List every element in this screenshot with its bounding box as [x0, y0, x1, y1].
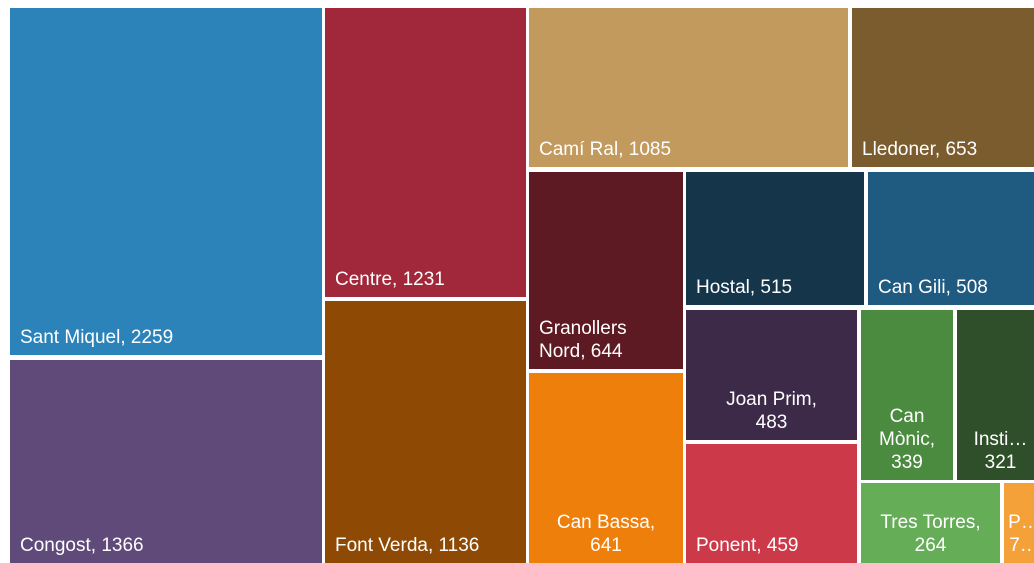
tile: Can Mònic 339 — [861, 310, 953, 480]
tile-label: Tres Torres 264 — [865, 511, 996, 557]
tile-value: 264 — [914, 535, 947, 556]
tile-label: Can Mònic 339 — [865, 405, 949, 474]
tile-name: Sant Miquel — [20, 327, 126, 348]
tile-value: 515 — [760, 277, 793, 298]
tile-label: Centre 1231 — [335, 268, 516, 291]
tile-name: Camí Ral — [539, 139, 623, 160]
tile: Tres Torres 264 — [861, 483, 1000, 563]
tile-label: Can Bassa 641 — [533, 511, 679, 557]
tile: Can Gili 508 — [868, 172, 1034, 305]
tile: Lledoner 653 — [852, 8, 1034, 167]
tile-label: Joan Prim 483 — [690, 388, 853, 434]
tile: Insti… 321 — [957, 310, 1034, 480]
tile-value: 459 — [766, 535, 799, 556]
tile-label: Camí Ral 1085 — [539, 138, 838, 161]
tile-name: Font Verda — [335, 535, 433, 556]
tile-name: Centre — [335, 269, 397, 290]
tile-value: 1366 — [101, 535, 144, 556]
tile-label: P… 7… — [1008, 511, 1034, 557]
tile-value: 1136 — [438, 535, 480, 556]
tile-label: Congost 1366 — [20, 534, 312, 557]
tile: Camí Ral 1085 — [529, 8, 848, 167]
tile: Font Verda 1136 — [325, 301, 526, 563]
tile-label: Can Gili 508 — [878, 276, 1024, 299]
tile-label: Granollers Nord 644 — [539, 317, 673, 363]
tile-value: 321 — [984, 452, 1017, 473]
tile-label: Sant Miquel 2259 — [20, 326, 312, 349]
tile-value: 1085 — [628, 139, 672, 160]
tile: Congost 1366 — [10, 360, 322, 563]
tile-label: Lledoner 653 — [862, 138, 1024, 161]
tile-value: 653 — [945, 139, 978, 160]
tile-name: Joan Prim — [726, 389, 817, 410]
tile-value: 2259 — [130, 327, 174, 348]
tile-value: 1231 — [402, 269, 445, 290]
tile: P… 7… — [1004, 483, 1034, 563]
tile-name: Can Gili — [878, 277, 951, 298]
tile-value: 339 — [891, 452, 923, 473]
tile-name: Ponent — [696, 535, 762, 556]
tile-name: Tres Torres — [880, 512, 980, 533]
tile-name: Can Bassa — [557, 512, 655, 533]
tile-value: 641 — [590, 535, 622, 556]
tile: Centre 1231 — [325, 8, 526, 297]
tile-value: 644 — [590, 341, 623, 362]
tile-value: 7… — [1009, 535, 1034, 556]
tile: Granollers Nord 644 — [529, 172, 683, 369]
tile-value: 508 — [956, 277, 988, 298]
tile-label: Insti… 321 — [961, 428, 1034, 474]
tile: Ponent 459 — [686, 444, 857, 563]
tile: Hostal 515 — [686, 172, 864, 305]
tile-label: Ponent 459 — [696, 534, 847, 557]
tile-name: Can Mònic — [879, 406, 935, 450]
tile-name: P… — [1008, 512, 1034, 533]
tile-name: Lledoner — [862, 139, 940, 160]
tile-label: Hostal 515 — [696, 276, 854, 299]
tile-label: Font Verda 1136 — [335, 534, 516, 557]
tile-name: Hostal — [696, 277, 755, 298]
tile: Sant Miquel 2259 — [10, 8, 322, 355]
tile-name: Insti… — [973, 429, 1028, 450]
tile: Joan Prim 483 — [686, 310, 857, 440]
tile: Can Bassa 641 — [529, 373, 683, 563]
tile-name: Congost — [20, 535, 96, 556]
tile-value: 483 — [755, 412, 788, 433]
